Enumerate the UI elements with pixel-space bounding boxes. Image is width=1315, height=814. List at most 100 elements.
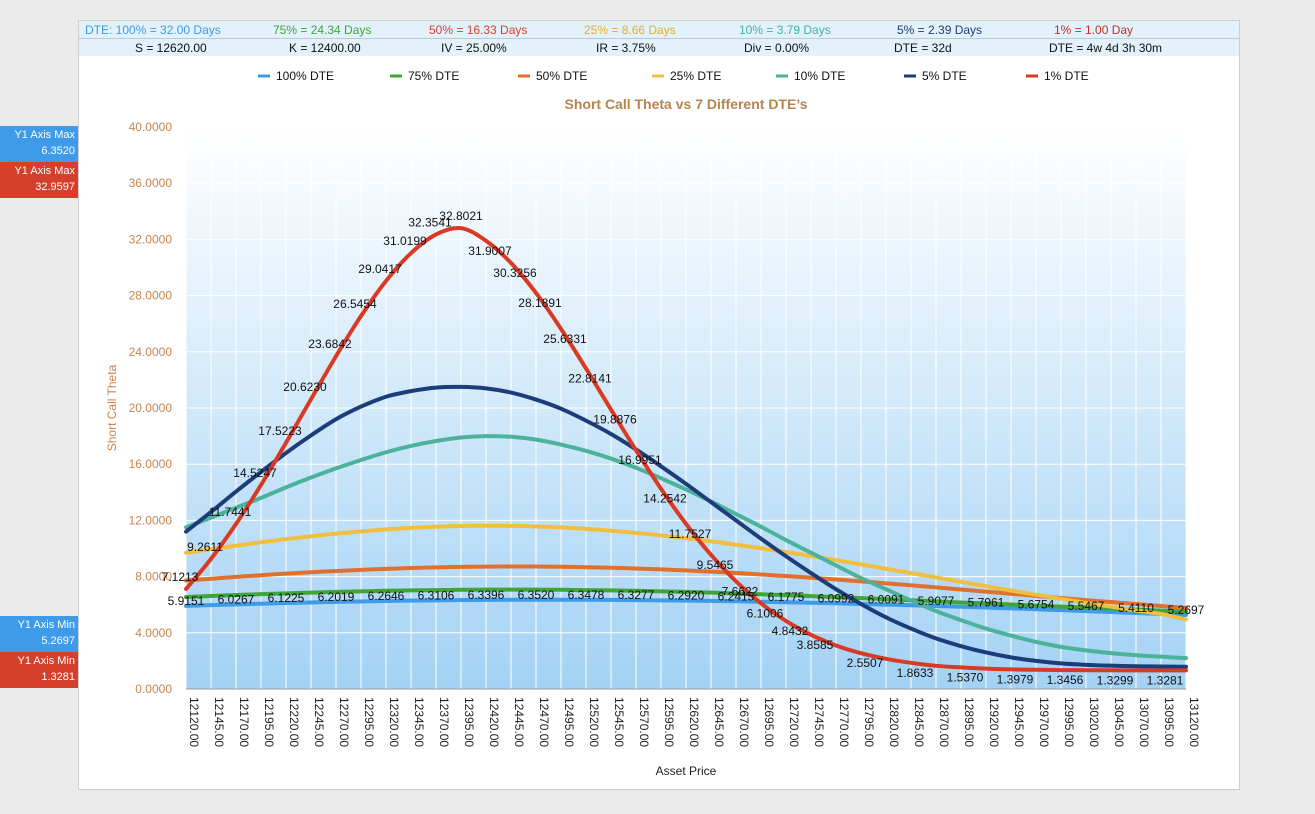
data-label: 6.3396 bbox=[468, 588, 505, 602]
x-tick-label: 12320.00 bbox=[387, 697, 401, 747]
data-label: 6.3106 bbox=[418, 588, 455, 602]
x-tick-label: 12420.00 bbox=[487, 697, 501, 747]
data-label: 1.3281 bbox=[1147, 673, 1184, 687]
data-label: 1.3979 bbox=[997, 672, 1034, 686]
data-label: 6.3520 bbox=[518, 588, 555, 602]
data-label: 7.1213 bbox=[162, 570, 199, 584]
x-tick-label: 12495.00 bbox=[562, 697, 576, 747]
y1-axis-min-blue: Y1 Axis Min 5.2697 bbox=[0, 616, 78, 652]
data-label: 6.3277 bbox=[618, 588, 655, 602]
data-label: 5.7961 bbox=[968, 596, 1005, 610]
x-tick-label: 12145.00 bbox=[212, 697, 226, 747]
x-tick-label: 13120.00 bbox=[1187, 697, 1201, 747]
y-tick-label: 12.0000 bbox=[129, 513, 173, 527]
data-label: 6.1775 bbox=[768, 590, 805, 604]
dte-cell: 50% = 16.33 Days bbox=[429, 23, 528, 37]
data-label: 1.5370 bbox=[947, 670, 984, 684]
data-label: 31.0199 bbox=[383, 234, 427, 248]
y1-axis-min-red: Y1 Axis Min 1.3281 bbox=[0, 652, 78, 688]
x-tick-label: 13020.00 bbox=[1087, 697, 1101, 747]
y-tick-label: 40.0000 bbox=[129, 120, 173, 134]
data-label: 6.2920 bbox=[668, 589, 705, 603]
x-tick-label: 12620.00 bbox=[687, 697, 701, 747]
data-label: 5.9077 bbox=[918, 594, 955, 608]
y1-axis-max-label: Y1 Axis Max bbox=[14, 165, 75, 177]
data-label: 25.6331 bbox=[543, 332, 587, 346]
data-label: 5.9151 bbox=[168, 594, 205, 608]
axes: 0.0000 4.0000 8.0000 12.0000 16.0000 20.0000 2… bbox=[129, 120, 1201, 747]
y-tick-label: 36.0000 bbox=[129, 176, 173, 190]
x-tick-label: 13045.00 bbox=[1112, 697, 1126, 747]
data-label: 11.7527 bbox=[669, 527, 712, 541]
series-line-100-dte bbox=[184, 597, 1188, 617]
y-tick-label: 0.0000 bbox=[135, 682, 172, 696]
dte-cell: 1% = 1.00 Day bbox=[1054, 23, 1134, 37]
data-label: 5.5467 bbox=[1068, 599, 1105, 613]
data-label: 28.1891 bbox=[518, 296, 562, 310]
y1-axis-max-blue: Y1 Axis Max 6.3520 bbox=[0, 126, 78, 162]
x-tick-label: 12245.00 bbox=[312, 697, 326, 747]
data-label: 1.8633 bbox=[897, 666, 934, 680]
data-label: 17.5223 bbox=[258, 424, 302, 438]
legend-label: 5% DTE bbox=[922, 69, 967, 83]
y-tick-label: 32.0000 bbox=[129, 232, 173, 246]
x-tick-label: 12195.00 bbox=[262, 697, 276, 747]
series-line-5-dte bbox=[184, 384, 1188, 669]
dte-cell: DTE: 100% = 32.00 Days bbox=[85, 23, 221, 37]
y-tick-label: 28.0000 bbox=[129, 289, 173, 303]
data-label: 5.4110 bbox=[1118, 601, 1154, 615]
data-label: 31.9007 bbox=[468, 244, 512, 258]
y1-axis-min-label: Y1 Axis Min bbox=[17, 655, 75, 667]
dte-cell: 25% = 8.66 Days bbox=[584, 23, 676, 37]
y-tick-label: 16.0000 bbox=[129, 457, 173, 471]
data-labels: 5.9151 6.0267 6.1225 6.2019 6.2646 6.3106 6.33… bbox=[162, 209, 1205, 687]
x-tick-label: 12820.00 bbox=[887, 697, 901, 747]
param-cell: DTE = 4w 4d 3h 30m bbox=[1049, 41, 1163, 55]
x-tick-label: 12920.00 bbox=[987, 697, 1001, 747]
legend-label: 75% DTE bbox=[408, 69, 459, 83]
y1-axis-max-red: Y1 Axis Max 32.9597 bbox=[0, 162, 78, 198]
data-label: 14.5247 bbox=[233, 466, 277, 480]
data-label: 9.5465 bbox=[697, 558, 734, 572]
y-tick-label: 20.0000 bbox=[129, 401, 173, 415]
x-tick-label: 12520.00 bbox=[587, 697, 601, 747]
param-cell: IR = 3.75% bbox=[596, 41, 656, 55]
dte-cell: 5% = 2.39 Days bbox=[897, 23, 983, 37]
y-tick-label: 24.0000 bbox=[129, 345, 173, 359]
data-label: 6.1006 bbox=[747, 606, 784, 620]
y-tick-label: 8.0000 bbox=[135, 570, 172, 584]
x-tick-label: 12370.00 bbox=[437, 697, 451, 747]
x-tick-label: 12870.00 bbox=[937, 697, 951, 747]
data-label: 5.6754 bbox=[1018, 597, 1055, 611]
x-tick-label: 12970.00 bbox=[1037, 697, 1051, 747]
data-label: 6.1225 bbox=[268, 591, 305, 605]
param-cell: DTE = 32d bbox=[894, 41, 952, 55]
dte-cell: 75% = 24.34 Days bbox=[273, 23, 372, 37]
legend-label: 1% DTE bbox=[1044, 69, 1089, 83]
data-label: 6.0091 bbox=[868, 593, 905, 607]
x-tick-label: 12120.00 bbox=[187, 697, 201, 747]
series-lines bbox=[184, 225, 1188, 673]
y1-axis-min-label: Y1 Axis Min bbox=[17, 619, 75, 631]
legend-label: 25% DTE bbox=[670, 69, 721, 83]
series-line-75-dte bbox=[184, 587, 1188, 614]
y1-axis-max-label: Y1 Axis Max bbox=[14, 129, 75, 141]
data-label: 11.7441 bbox=[209, 505, 252, 519]
legend-label: 100% DTE bbox=[276, 69, 334, 83]
data-label: 6.2019 bbox=[318, 590, 355, 604]
chart-title: Short Call Theta vs 7 Different DTE’s bbox=[565, 96, 808, 112]
data-label: 5.2697 bbox=[1168, 603, 1205, 617]
data-label: 19.8876 bbox=[593, 413, 637, 427]
params-row: S = 12620.00 K = 12400.00 IV = 25.00% IR = … bbox=[79, 38, 1239, 56]
x-tick-label: 12470.00 bbox=[537, 697, 551, 747]
data-label: 3.8585 bbox=[797, 638, 834, 652]
y-axis-label: Short Call Theta bbox=[105, 364, 119, 451]
legend-label: 50% DTE bbox=[536, 69, 587, 83]
series-line-10-dte bbox=[184, 434, 1188, 661]
data-label: 6.2415 bbox=[718, 589, 755, 603]
data-label: 23.6842 bbox=[308, 337, 352, 351]
x-tick-label: 12345.00 bbox=[412, 697, 426, 747]
x-tick-label: 12570.00 bbox=[637, 697, 651, 747]
data-label: 6.0992 bbox=[818, 591, 855, 605]
x-tick-label: 12995.00 bbox=[1062, 697, 1076, 747]
